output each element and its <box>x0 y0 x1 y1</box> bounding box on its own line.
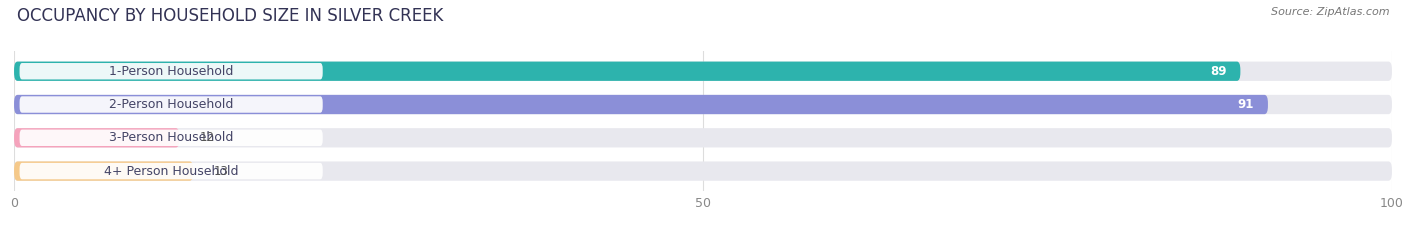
Text: Source: ZipAtlas.com: Source: ZipAtlas.com <box>1271 7 1389 17</box>
Text: 4+ Person Household: 4+ Person Household <box>104 164 239 178</box>
Text: 89: 89 <box>1211 65 1226 78</box>
FancyBboxPatch shape <box>14 95 1392 114</box>
FancyBboxPatch shape <box>14 161 1392 181</box>
FancyBboxPatch shape <box>14 128 1392 147</box>
Text: 3-Person Household: 3-Person Household <box>108 131 233 144</box>
FancyBboxPatch shape <box>14 128 180 147</box>
FancyBboxPatch shape <box>20 96 323 113</box>
FancyBboxPatch shape <box>20 130 323 146</box>
FancyBboxPatch shape <box>14 161 193 181</box>
Text: 1-Person Household: 1-Person Household <box>108 65 233 78</box>
FancyBboxPatch shape <box>20 63 323 79</box>
Text: 2-Person Household: 2-Person Household <box>108 98 233 111</box>
Text: 12: 12 <box>200 131 215 144</box>
Text: 13: 13 <box>214 164 229 178</box>
FancyBboxPatch shape <box>14 62 1392 81</box>
Text: 91: 91 <box>1237 98 1254 111</box>
FancyBboxPatch shape <box>20 163 323 179</box>
Text: OCCUPANCY BY HOUSEHOLD SIZE IN SILVER CREEK: OCCUPANCY BY HOUSEHOLD SIZE IN SILVER CR… <box>17 7 443 25</box>
FancyBboxPatch shape <box>14 95 1268 114</box>
FancyBboxPatch shape <box>14 62 1240 81</box>
